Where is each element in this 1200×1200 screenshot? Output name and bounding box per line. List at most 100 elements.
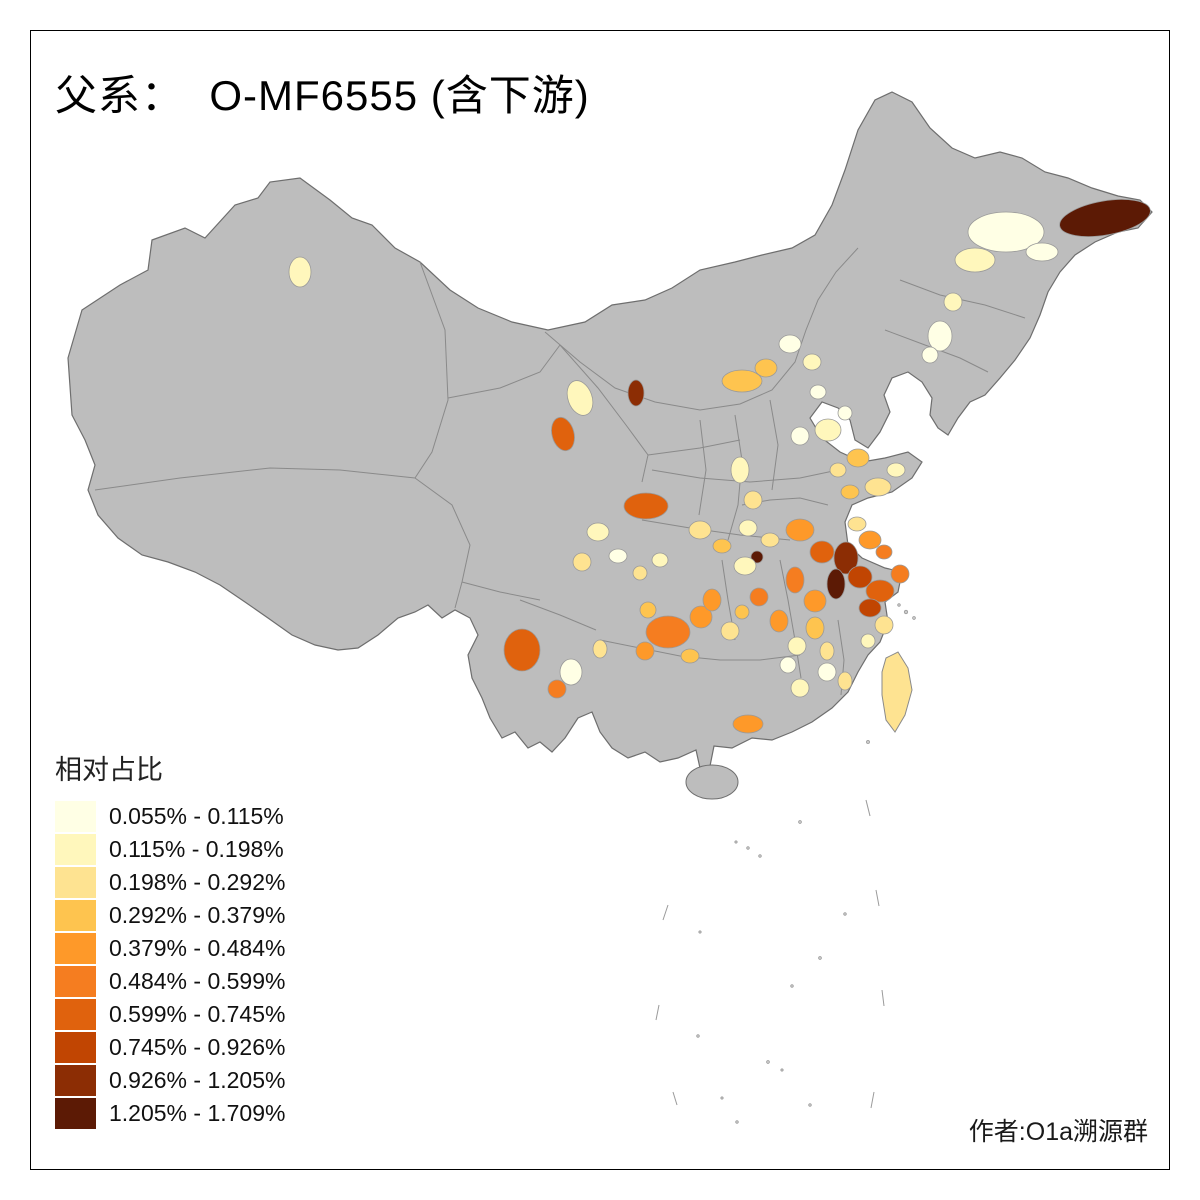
map-region [551, 416, 575, 452]
map-region [847, 565, 873, 589]
legend-label: 0.379% - 0.484% [109, 935, 286, 961]
legend-swatch [55, 966, 96, 997]
map-region [840, 484, 860, 500]
legend-row: 0.198% - 0.292% [55, 867, 285, 898]
map-region [734, 604, 750, 620]
map-region [809, 384, 827, 400]
map-region [733, 556, 757, 576]
map-region [592, 639, 608, 659]
legend-swatch [55, 867, 96, 898]
legend-row: 0.745% - 0.926% [55, 1032, 285, 1063]
legend-row: 0.379% - 0.484% [55, 933, 285, 964]
legend-title: 相对占比 [55, 755, 163, 785]
region-patches [288, 199, 1151, 734]
map-region [627, 379, 645, 407]
map-region [586, 522, 610, 542]
map-region [787, 636, 807, 656]
legend-row: 0.599% - 0.745% [55, 999, 285, 1030]
map-region [1025, 242, 1059, 262]
map-region [803, 589, 827, 613]
map-region [814, 418, 842, 442]
islands [685, 651, 913, 800]
map-region [566, 380, 594, 416]
map-region [639, 601, 657, 619]
map-region [860, 633, 876, 649]
map-region [833, 541, 859, 575]
map-region [712, 538, 732, 554]
map-region [829, 462, 847, 478]
hainan-island [685, 764, 739, 800]
map-region [890, 564, 910, 584]
map-region [886, 462, 906, 478]
map-region [743, 490, 763, 510]
legend-swatch [55, 1065, 96, 1096]
map-region [1059, 199, 1151, 237]
map-region [967, 211, 1045, 253]
map-region [865, 579, 895, 603]
map-region [785, 518, 815, 542]
south-china-sea-islands [655, 603, 916, 1124]
map-region [837, 671, 853, 691]
legend-label: 0.599% - 0.745% [109, 1001, 286, 1027]
legend-row: 0.926% - 1.205% [55, 1065, 285, 1096]
map-region [826, 568, 846, 600]
map-region [680, 648, 700, 664]
page-title: 父系： O-MF6555 (含下游) [55, 72, 590, 119]
legend-label: 0.055% - 0.115% [109, 803, 284, 829]
legend-row: 0.292% - 0.379% [55, 900, 285, 931]
legend-swatch [55, 1032, 96, 1063]
map-region [760, 532, 780, 548]
map-region [927, 320, 953, 352]
map-region [802, 353, 822, 371]
map-region [954, 247, 996, 273]
legend-row: 0.115% - 0.198% [55, 834, 285, 865]
map-region [943, 292, 963, 312]
map-region [651, 552, 669, 568]
map-region [769, 609, 789, 633]
legend-row: 1.205% - 1.709% [55, 1098, 285, 1129]
map-region [874, 615, 894, 635]
map-region [864, 477, 892, 497]
map-region [559, 658, 583, 686]
map-region [805, 616, 825, 640]
map-region [750, 550, 764, 564]
map-region [749, 587, 769, 607]
map-region [738, 519, 758, 537]
plot-border-frame [30, 30, 1170, 1170]
map-region [623, 492, 669, 520]
legend-swatch [55, 801, 96, 832]
map-region [790, 426, 810, 446]
map-region [817, 662, 837, 682]
legend-label: 0.292% - 0.379% [109, 902, 286, 928]
map-region [572, 552, 592, 572]
map-region [645, 615, 691, 649]
map-region [732, 714, 764, 734]
map-region [635, 641, 655, 661]
legend-row: 0.055% - 0.115% [55, 801, 285, 832]
taiwan-island [881, 651, 913, 733]
map-region [837, 405, 853, 421]
map-region [785, 566, 805, 594]
legend-label: 0.198% - 0.292% [109, 869, 286, 895]
map-region [875, 544, 893, 560]
map-region [778, 334, 802, 354]
legend-label: 1.205% - 1.709% [109, 1100, 286, 1126]
legend-swatch [55, 900, 96, 931]
map-region [721, 369, 763, 393]
map-region [688, 520, 712, 540]
map-region [779, 656, 797, 674]
legend-label: 0.745% - 0.926% [109, 1034, 286, 1060]
map-region [858, 530, 882, 550]
map-region [608, 548, 628, 564]
legend-swatch [55, 834, 96, 865]
legend: 相对占比 0.055% - 0.115% 0.115% - 0.198% 0.1… [55, 748, 285, 1131]
map-region [632, 565, 648, 581]
map-region [921, 346, 939, 364]
legend-label: 0.115% - 0.198% [109, 836, 284, 862]
map-region [858, 598, 882, 618]
legend-swatch [55, 999, 96, 1030]
map-region [846, 448, 870, 468]
legend-row: 0.484% - 0.599% [55, 966, 285, 997]
